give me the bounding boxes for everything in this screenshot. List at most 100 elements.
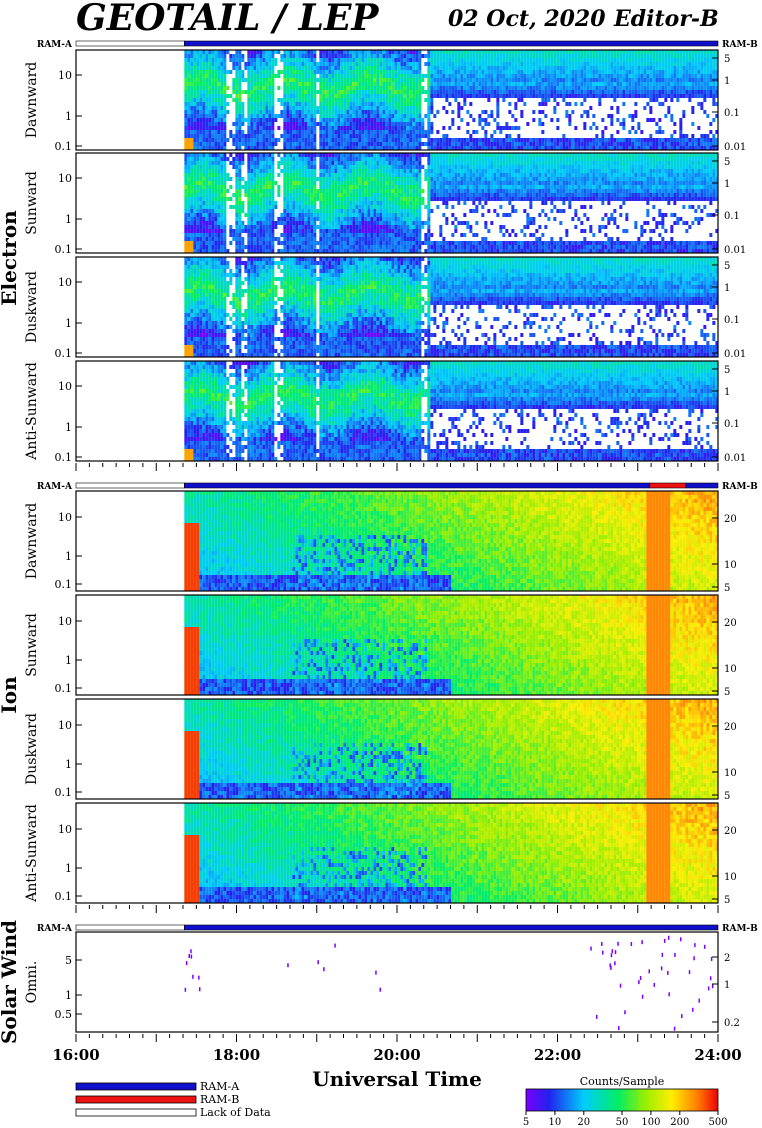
spectrogram-cell — [184, 213, 188, 217]
spectrogram-cell — [292, 181, 296, 185]
spectrogram-cell — [391, 62, 395, 66]
spectrogram-cell — [322, 241, 326, 245]
spectrogram-cell — [334, 134, 338, 138]
spectrogram-cell — [232, 237, 236, 241]
spectrogram-cell — [244, 189, 248, 193]
spectrogram-cell — [190, 98, 194, 102]
spectrogram-cell — [187, 213, 191, 217]
spectrogram-cell — [322, 245, 326, 249]
spectrogram-cell — [313, 70, 317, 74]
spectrogram-cell — [196, 114, 200, 118]
spectrogram-cell — [502, 58, 506, 62]
spectrogram-cell — [703, 94, 707, 98]
spectrogram-cell — [244, 193, 248, 197]
spectrogram-cell — [187, 221, 191, 225]
spectrogram-cell — [199, 221, 203, 225]
spectrogram-cell — [676, 62, 680, 66]
spectrogram-cell — [598, 138, 602, 142]
spectrogram-cell — [361, 106, 365, 110]
spectrogram-cell — [490, 110, 494, 114]
spectrogram-cell — [601, 50, 605, 54]
spectrogram-cell — [478, 146, 482, 150]
spectrogram-cell — [322, 66, 326, 70]
spectrogram-cell — [691, 86, 695, 90]
spectrogram-cell — [487, 146, 491, 150]
spectrogram-cell — [250, 50, 254, 54]
spectrogram-cell — [328, 221, 332, 225]
spectrogram-cell — [289, 138, 293, 142]
spectrogram-cell — [550, 78, 554, 82]
spectrogram-cell — [514, 90, 518, 94]
spectrogram-cell — [205, 122, 209, 126]
spectrogram-cell — [676, 86, 680, 90]
spectrogram-cell — [205, 181, 209, 185]
spectrogram-cell — [202, 233, 206, 237]
spectrogram-cell — [307, 130, 311, 134]
spectrogram-cell — [376, 90, 380, 94]
spectrogram-cell — [187, 102, 191, 106]
spectrogram-cell — [301, 78, 305, 82]
spectrogram-cell — [217, 205, 221, 209]
spectrogram-cell — [586, 54, 590, 58]
spectrogram-cell — [349, 173, 353, 177]
spectrogram-cell — [361, 209, 365, 213]
spectrogram-cell — [652, 94, 656, 98]
spectrogram-cell — [184, 209, 188, 213]
spectrogram-cell — [349, 102, 353, 106]
spectrogram-cell — [502, 146, 506, 150]
spectrogram-cell — [577, 62, 581, 66]
spectrogram-cell — [682, 90, 686, 94]
spectrogram-cell — [559, 142, 563, 146]
spectrogram-cell — [295, 237, 299, 241]
spectrogram-cell — [259, 114, 263, 118]
spectrogram-cell — [313, 213, 317, 217]
spectrogram-cell — [361, 197, 365, 201]
spectrogram-cell — [289, 50, 293, 54]
spectrogram-cell — [265, 78, 269, 82]
spectrogram-cell — [268, 118, 272, 122]
spectrogram-cell — [337, 225, 341, 229]
spectrogram-cell — [214, 138, 218, 142]
spectrogram-cell — [235, 66, 239, 70]
spectrogram-cell — [196, 106, 200, 110]
spectrogram-cell — [649, 98, 653, 102]
spectrogram-cell — [649, 110, 653, 114]
spectrogram-cell — [289, 106, 293, 110]
spectrogram-cell — [337, 114, 341, 118]
spectrogram-cell — [619, 50, 623, 54]
spectrogram-cell — [298, 130, 302, 134]
spectrogram-cell — [370, 126, 374, 130]
ram-label-a: RAM-A — [37, 482, 73, 492]
spectrogram-cell — [298, 157, 302, 161]
spectrogram-cell — [613, 62, 617, 66]
spectrogram-cell — [307, 221, 311, 225]
spectrogram-cell — [355, 130, 359, 134]
spectrogram-cell — [634, 114, 638, 118]
spectrogram-cell — [322, 118, 326, 122]
spectrogram-cell — [679, 142, 683, 146]
spectrogram-cell — [250, 130, 254, 134]
spectrogram-cell — [352, 86, 356, 90]
spectrogram-cell — [202, 90, 206, 94]
spectrogram-cell — [214, 229, 218, 233]
spectrogram-cell — [442, 82, 446, 86]
spectrogram-cell — [514, 50, 518, 54]
spectrogram-cell — [340, 209, 344, 213]
spectrogram-cell — [274, 62, 278, 66]
spectrogram-cell — [577, 70, 581, 74]
spectrogram-cell — [271, 173, 275, 177]
spectrogram-cell — [604, 54, 608, 58]
spectrogram-cell — [328, 90, 332, 94]
spectrogram-cell — [184, 90, 188, 94]
spectrogram-cell — [349, 197, 353, 201]
spectrogram-cell — [253, 237, 257, 241]
spectrogram-cell — [673, 122, 677, 126]
spectrogram-cell — [256, 221, 260, 225]
spectrogram-cell — [403, 114, 407, 118]
spectrogram-cell — [256, 70, 260, 74]
spectrogram-cell — [325, 197, 329, 201]
spectrogram-cell — [322, 58, 326, 62]
spectrogram-cell — [502, 142, 506, 146]
spectrogram-cell — [244, 181, 248, 185]
spectrogram-cell — [343, 165, 347, 169]
